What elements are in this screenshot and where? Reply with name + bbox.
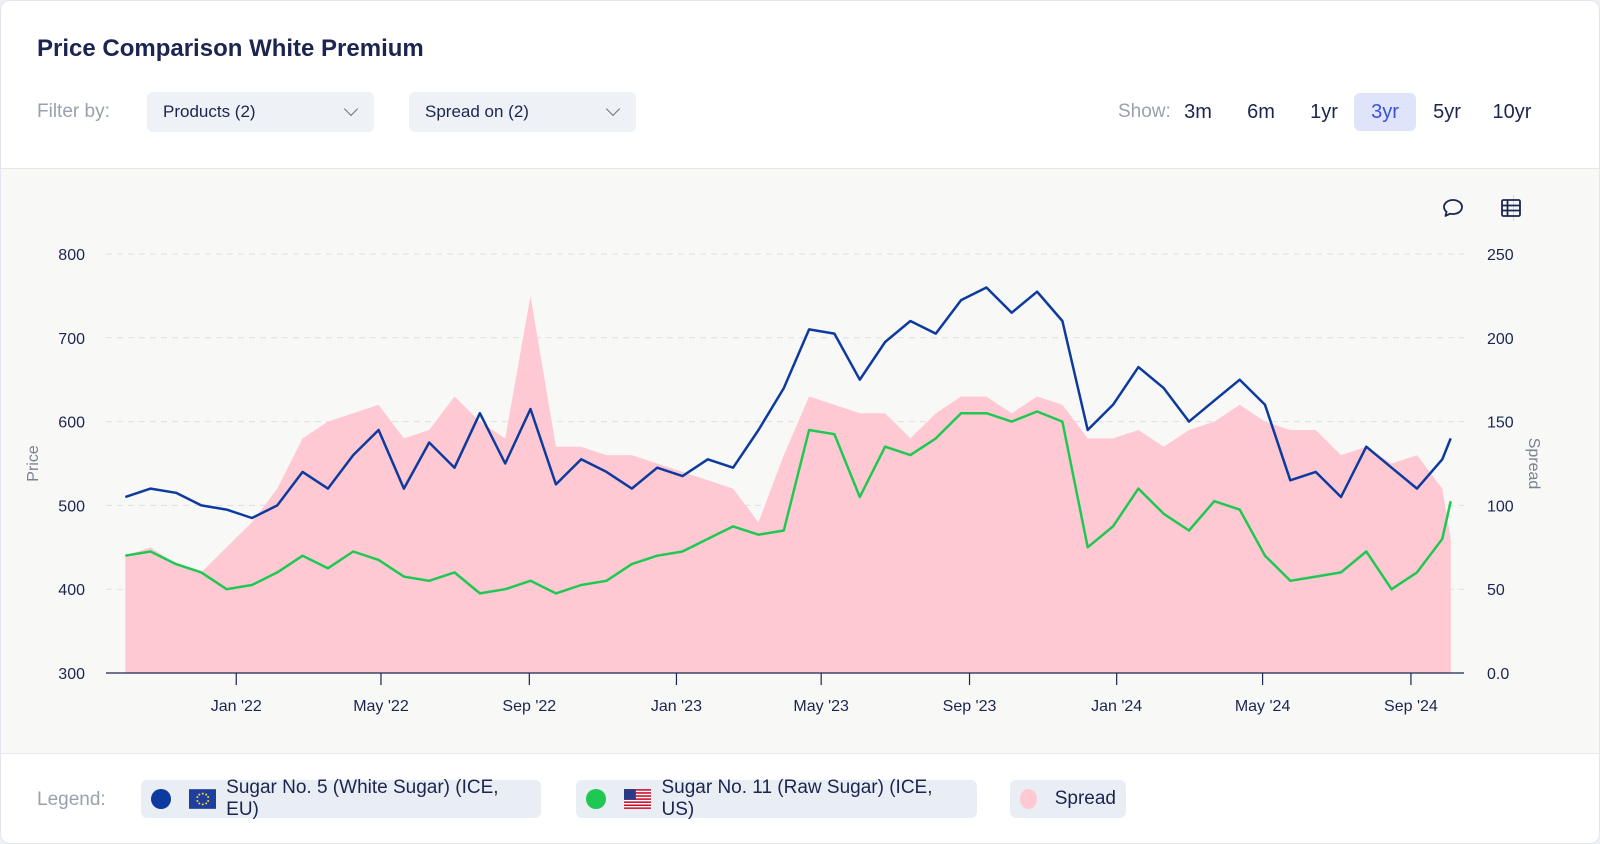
x-tick-label: Jan '23 — [651, 698, 702, 715]
us-flag-icon — [623, 789, 652, 809]
y2-tick-label: 150 — [1487, 415, 1514, 432]
legend-label-white-sugar: Sugar No. 5 (White Sugar) (ICE, EU) — [226, 777, 499, 820]
x-tick-label: Jan '24 — [1091, 698, 1142, 715]
toolbar-divider — [1513, 195, 1514, 221]
x-tick-label: May '24 — [1235, 698, 1291, 715]
white-sugar-line — [124, 286, 1452, 520]
spread-dropdown-label: Spread on (2) — [425, 102, 529, 121]
x-tick-label: Sep '24 — [1384, 698, 1438, 715]
y-tick-label: 300 — [58, 666, 85, 683]
range-1yr-button[interactable]: 1yr — [1310, 101, 1338, 123]
y2-axis-label: Spread — [1525, 438, 1542, 490]
x-tick-label: Sep '22 — [502, 698, 556, 715]
page-title: Price Comparison White Premium — [37, 35, 424, 62]
y-tick-label: 700 — [58, 331, 85, 348]
spread-area — [125, 295, 1451, 673]
legend-item-raw-sugar[interactable]: Sugar No. 11 (Raw Sugar) (ICE, US) — [576, 777, 977, 820]
range-5yr-button[interactable]: 5yr — [1433, 101, 1461, 123]
range-3yr-button[interactable]: 3yr — [1354, 93, 1416, 131]
y-tick-label: 400 — [58, 582, 85, 599]
y-axis-label: Price — [25, 445, 42, 482]
y-tick-label: 600 — [58, 415, 85, 432]
products-dropdown-label: Products (2) — [163, 102, 256, 121]
comment-icon[interactable] — [1440, 195, 1466, 221]
x-tick-label: Jan '22 — [211, 698, 262, 715]
y2-tick-label: 50 — [1487, 582, 1505, 599]
spread-dropdown[interactable]: Spread on (2) — [409, 92, 636, 132]
table-icon[interactable] — [1498, 195, 1524, 221]
y2-tick-label: 0.0 — [1487, 666, 1509, 683]
legend-dot-white-sugar — [151, 789, 171, 809]
eu-flag-icon — [188, 789, 217, 809]
x-tick-label: Sep '23 — [943, 698, 997, 715]
legend-item-spread[interactable]: Spread — [1010, 780, 1126, 818]
x-tick-label: May '22 — [353, 698, 409, 715]
raw-sugar-line — [125, 410, 1452, 595]
legend-label: Legend: — [37, 789, 106, 810]
filter-label: Filter by: — [37, 101, 110, 122]
legend-dot-raw-sugar — [586, 789, 606, 809]
y-tick-label: 500 — [58, 498, 85, 515]
range-3m-button[interactable]: 3m — [1184, 101, 1212, 123]
legend-dot-spread — [1020, 789, 1037, 809]
y2-tick-label: 200 — [1487, 331, 1514, 348]
range-10yr-button[interactable]: 10yr — [1492, 101, 1532, 123]
y2-tick-label: 100 — [1487, 498, 1514, 515]
x-tick-label: May '23 — [793, 698, 849, 715]
show-label: Show: — [1118, 101, 1171, 122]
legend-label-spread: Spread — [1054, 788, 1116, 809]
y2-tick-label: 250 — [1487, 247, 1514, 264]
legend-item-white-sugar[interactable]: Sugar No. 5 (White Sugar) (ICE, EU) — [141, 777, 541, 820]
products-dropdown[interactable]: Products (2) — [147, 92, 374, 132]
range-6m-button[interactable]: 6m — [1247, 101, 1275, 123]
legend-label-raw-sugar: Sugar No. 11 (Raw Sugar) (ICE, US) — [661, 777, 933, 820]
y-tick-label: 800 — [58, 247, 85, 264]
